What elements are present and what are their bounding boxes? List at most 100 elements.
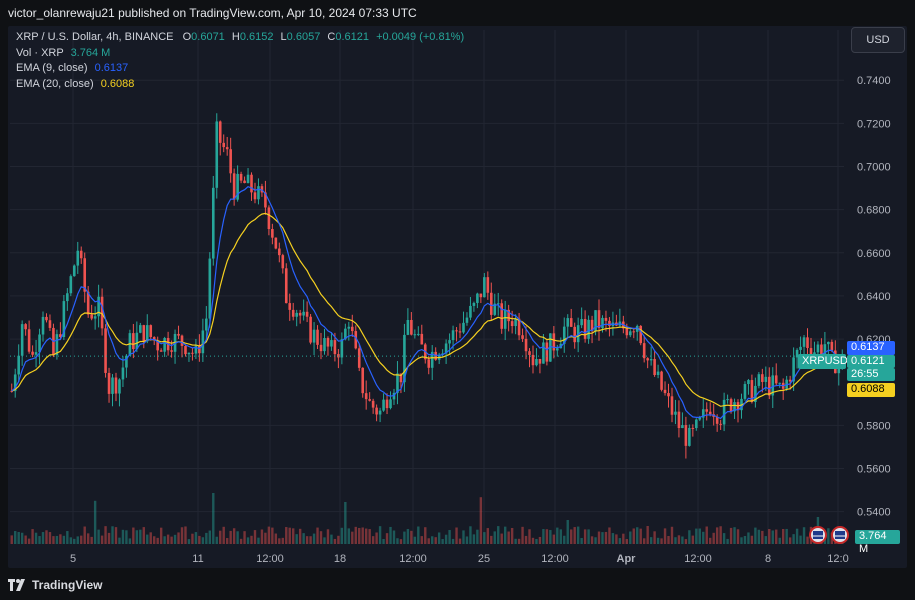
volume-bar [674, 537, 677, 544]
volume-bar [170, 536, 173, 544]
candle-body [284, 268, 288, 304]
candle-body [145, 325, 149, 342]
candle-body [278, 248, 281, 256]
candle-body [371, 400, 375, 408]
x-axis-tick-label: 12:00 [256, 553, 284, 565]
candle-body [799, 346, 802, 350]
candle-body [496, 303, 500, 305]
volume-bar [31, 529, 34, 544]
candle-body [139, 325, 142, 333]
candle-body [198, 345, 201, 354]
candle-body [761, 374, 764, 382]
candle-body [142, 325, 146, 342]
volume-bar [128, 538, 132, 544]
volume-bar [528, 529, 531, 544]
volume-bar [691, 535, 695, 544]
ema9-legend-row[interactable]: EMA (9, close) 0.6137 [16, 61, 464, 77]
volume-bar [503, 526, 507, 544]
candle-body [503, 309, 507, 329]
candle-body [535, 359, 538, 366]
volume-bar [246, 537, 250, 544]
volume-bar [806, 536, 809, 544]
volume-bar [14, 531, 17, 544]
volume-bar [618, 538, 622, 544]
x-axis-tick-label: 11 [192, 553, 203, 565]
y-axis-tick-label: 0.7200 [857, 118, 891, 130]
volume-bar [302, 533, 305, 544]
open-label: O [182, 31, 192, 43]
volume-bar [583, 529, 587, 544]
volume-bar [576, 526, 580, 544]
candle-body [420, 333, 424, 345]
candle-body [31, 351, 34, 355]
volume-bar [288, 527, 291, 544]
volume-bar [413, 536, 417, 544]
y-axis-tick-label: 0.6600 [857, 248, 891, 260]
footer: TradingView [0, 570, 915, 600]
candle-body [194, 345, 198, 354]
candle-body [41, 316, 45, 335]
volume-bar [448, 530, 451, 544]
candle-body [823, 344, 827, 355]
candle-body [243, 180, 246, 184]
ema20-legend-row[interactable]: EMA (20, close) 0.6088 [16, 77, 464, 93]
chart-panel[interactable] [8, 26, 907, 568]
x-axis-tick-label: 18 [334, 553, 346, 565]
volume-bar [274, 533, 278, 544]
candle-body [239, 173, 243, 181]
volume-bar [677, 535, 681, 544]
volume-bar [437, 532, 441, 544]
volume-bar [663, 528, 667, 544]
volume-bar [715, 527, 719, 544]
candle-body [302, 311, 305, 316]
ohlc-row: XRP / U.S. Dollar, 4h, BINANCE O0.6071 H… [16, 30, 464, 46]
volume-bar [125, 530, 128, 544]
currency-button[interactable]: USD [851, 27, 905, 53]
volume-bar [802, 527, 806, 544]
volume-bar [629, 531, 632, 544]
volume-bar [146, 534, 149, 544]
volume-bar [20, 532, 24, 544]
ema20-legend-label: EMA (20, close) [16, 77, 94, 90]
candle-body [667, 393, 670, 397]
volume-bar [69, 537, 73, 544]
candle-body [688, 427, 691, 446]
candle-body [604, 317, 608, 321]
volume-bar [27, 538, 31, 544]
volume-bar [771, 530, 774, 544]
ema20-price-label: 0.6088 [847, 383, 895, 397]
countdown-label: 26:55 [847, 368, 895, 381]
candle-body [649, 359, 653, 361]
volume-bar [215, 536, 218, 544]
tradingview-logo[interactable]: TradingView [8, 576, 102, 594]
candle-body [170, 350, 173, 352]
volume-bar [601, 532, 604, 544]
volume-bar [142, 527, 145, 544]
candle-body [392, 392, 396, 400]
volume-bar [375, 532, 378, 544]
volume-bar [295, 534, 298, 544]
volume-legend-row[interactable]: Vol · XRP 3.764 M [16, 46, 464, 62]
candle-body [17, 355, 20, 375]
candle-body [552, 333, 556, 351]
volume-bar [135, 530, 139, 544]
volume-bar [469, 526, 472, 544]
volume-bar [559, 529, 562, 544]
volume-bar [156, 537, 159, 544]
candle-body [764, 376, 768, 382]
candle-body [163, 338, 166, 352]
volume-bar [323, 537, 326, 544]
candle-body [361, 367, 365, 394]
volume-bar [517, 538, 521, 544]
candle-body [754, 385, 757, 403]
candle-body [455, 330, 458, 332]
volume-bar [719, 526, 722, 544]
volume-bar [86, 533, 90, 544]
close-value: 0.6121 [335, 31, 369, 43]
volume-bar [371, 536, 375, 544]
candle-body [486, 277, 490, 293]
volume-bar [639, 528, 642, 544]
y-axis-tick-label: 0.7400 [857, 75, 891, 87]
candle-body [427, 359, 431, 368]
